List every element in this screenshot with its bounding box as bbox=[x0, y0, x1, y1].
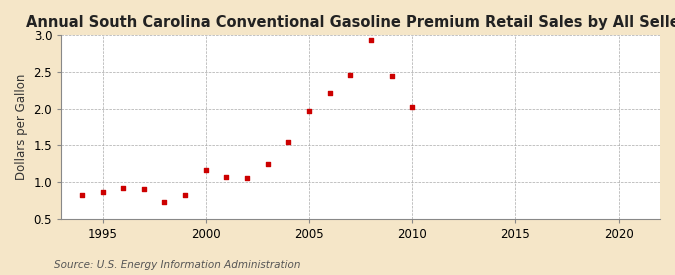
Point bbox=[304, 109, 315, 113]
Title: Annual South Carolina Conventional Gasoline Premium Retail Sales by All Sellers: Annual South Carolina Conventional Gasol… bbox=[26, 15, 675, 30]
Point bbox=[221, 175, 232, 179]
Point bbox=[242, 175, 252, 180]
Point bbox=[97, 190, 108, 194]
Point bbox=[180, 192, 190, 197]
Point bbox=[263, 161, 273, 166]
Point bbox=[283, 139, 294, 144]
Point bbox=[324, 91, 335, 95]
Point bbox=[366, 38, 377, 43]
Y-axis label: Dollars per Gallon: Dollars per Gallon bbox=[15, 74, 28, 180]
Point bbox=[200, 168, 211, 172]
Point bbox=[76, 192, 87, 197]
Point bbox=[386, 73, 397, 78]
Point bbox=[138, 186, 149, 191]
Point bbox=[407, 105, 418, 109]
Point bbox=[117, 186, 128, 190]
Text: Source: U.S. Energy Information Administration: Source: U.S. Energy Information Administ… bbox=[54, 260, 300, 270]
Point bbox=[159, 200, 170, 204]
Point bbox=[345, 73, 356, 77]
